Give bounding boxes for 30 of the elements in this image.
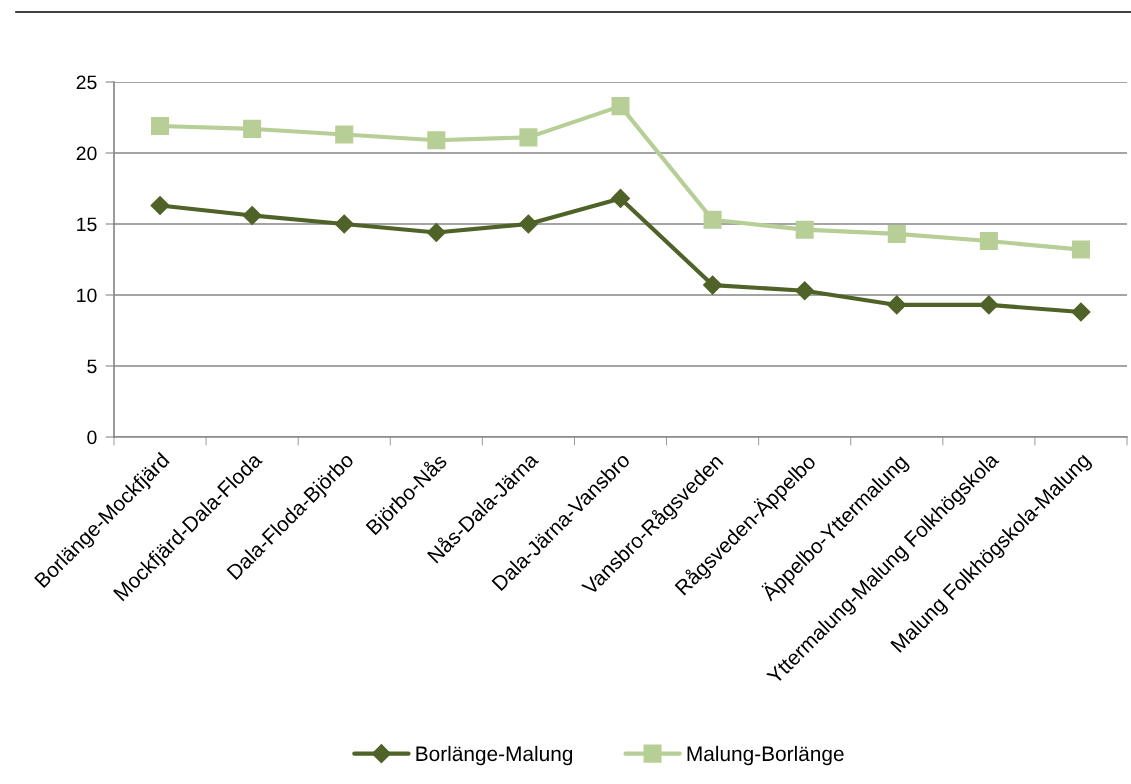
- point: [335, 125, 354, 144]
- point: [611, 97, 630, 116]
- point: [243, 119, 262, 138]
- point: [703, 210, 722, 229]
- point: [887, 295, 907, 315]
- point: [1071, 240, 1090, 259]
- y-tick-label: 5: [87, 359, 97, 374]
- legend-label: Borlänge-Malung: [416, 745, 573, 766]
- y-tick-label: 10: [77, 288, 97, 303]
- point: [334, 214, 354, 234]
- y-tick-label: 0: [87, 430, 97, 445]
- point: [151, 116, 170, 136]
- point: [610, 188, 631, 208]
- point: [887, 224, 906, 243]
- point: [1071, 302, 1091, 322]
- point: [795, 220, 814, 239]
- point: [979, 295, 999, 315]
- point: [150, 196, 170, 216]
- point: [519, 128, 538, 147]
- point: [242, 205, 262, 226]
- point: [979, 232, 998, 251]
- y-tick-label: 25: [76, 75, 97, 90]
- y-tick-label: 15: [77, 217, 97, 232]
- point: [795, 281, 815, 301]
- y-tick-label: 20: [76, 146, 97, 161]
- point: [518, 214, 538, 234]
- point: [427, 131, 446, 150]
- point: [703, 275, 723, 295]
- legend-label: Malung-Borlänge: [687, 745, 844, 766]
- point: [426, 222, 446, 243]
